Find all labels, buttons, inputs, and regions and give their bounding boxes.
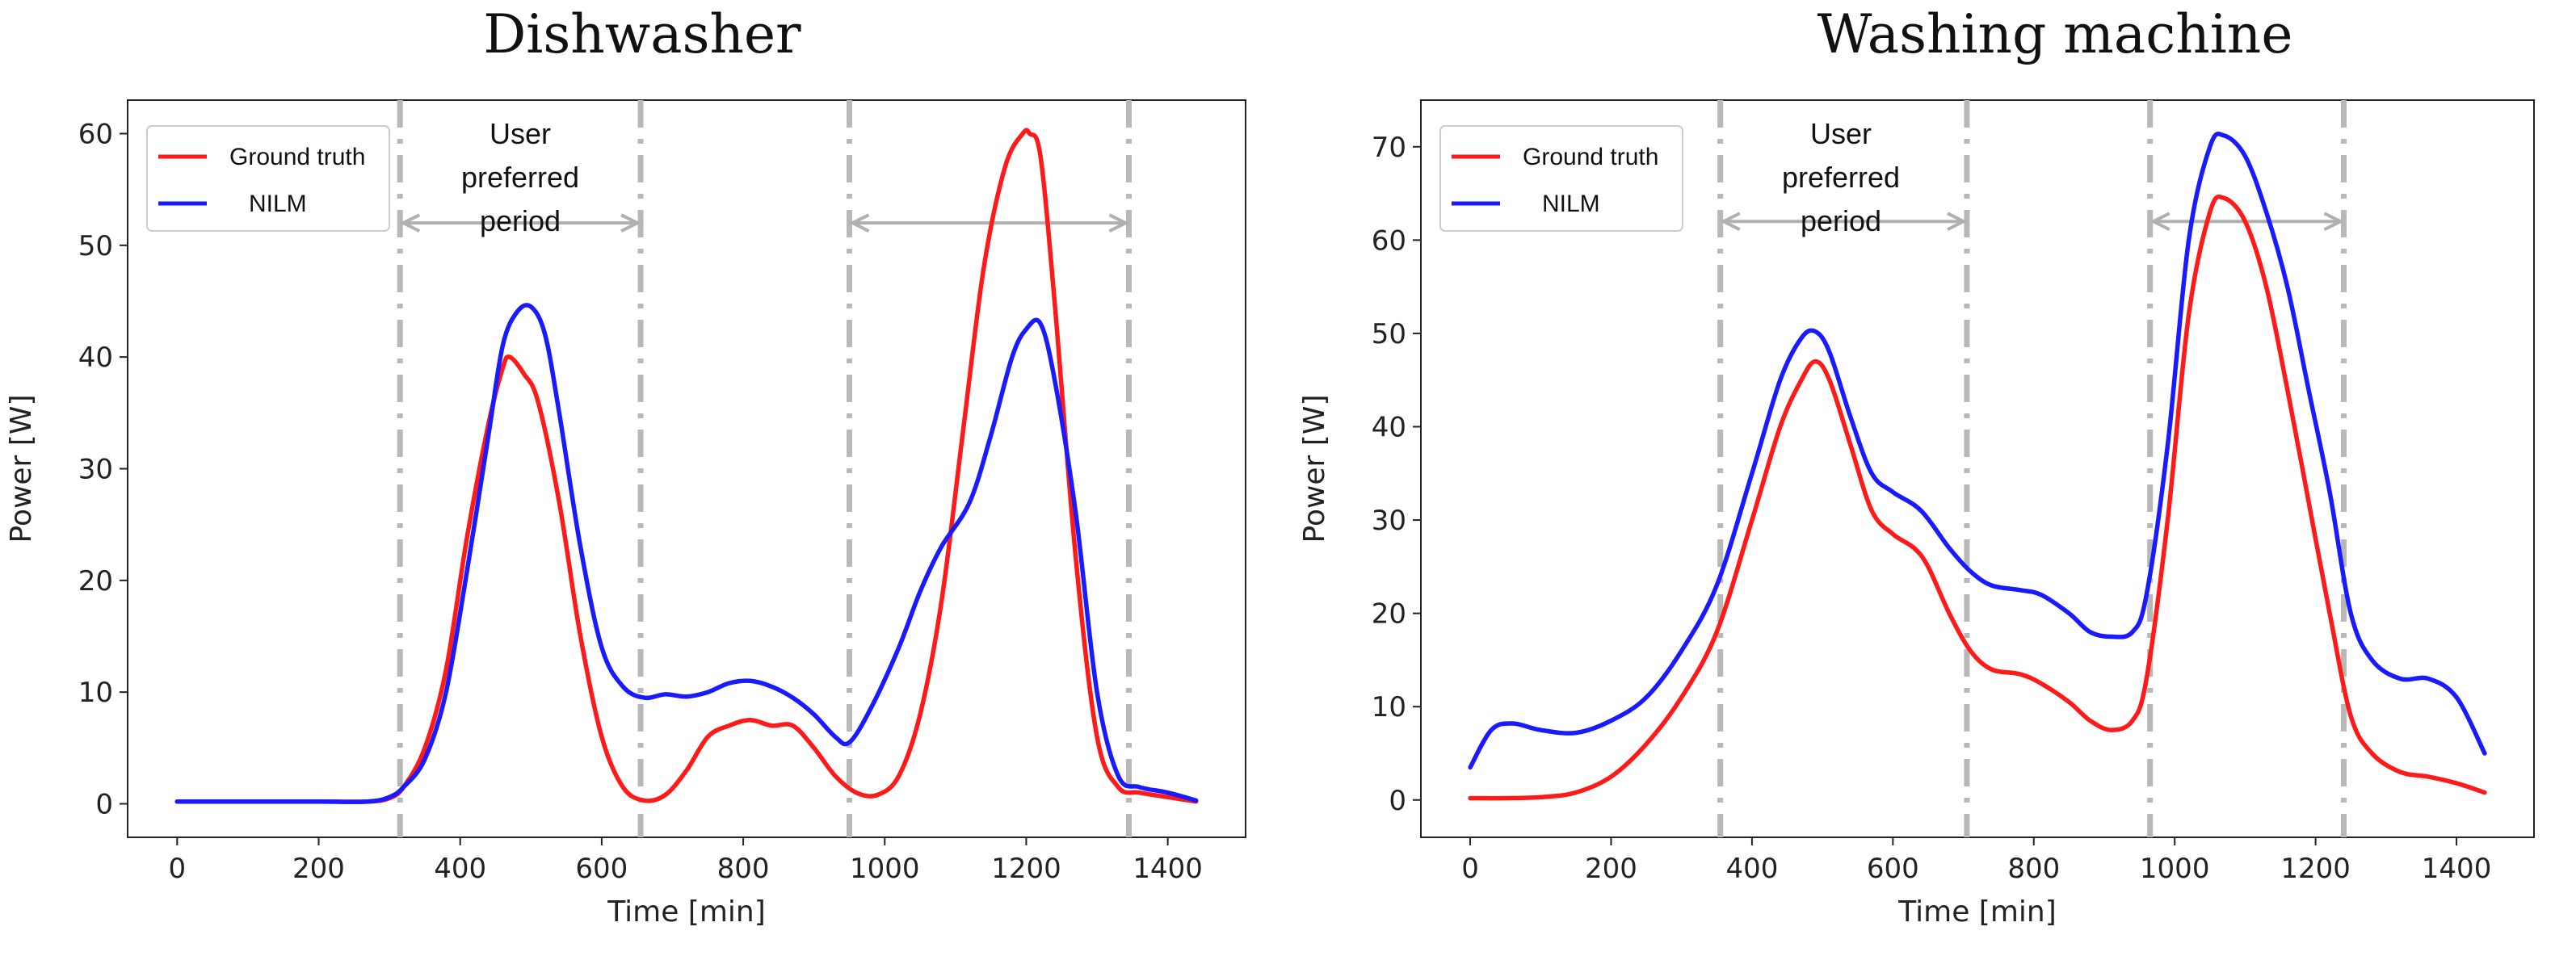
- legend-label: Ground truth: [1523, 144, 1658, 170]
- arrow-head-left: [399, 213, 421, 233]
- x-tick-label: 400: [1725, 853, 1778, 885]
- y-tick-label: 50: [1372, 318, 1406, 350]
- legend-box: [1439, 125, 1683, 232]
- arrow-head-right: [620, 213, 641, 233]
- arrow-head-right: [1108, 213, 1129, 233]
- series-line-ground-truth: [1468, 194, 2487, 801]
- x-tick-label: 600: [575, 853, 628, 885]
- y-axis-label: Power [W]: [5, 395, 38, 543]
- y-tick-label: 0: [1389, 785, 1406, 817]
- legend: Ground truth NILM: [1439, 125, 1683, 232]
- x-tick-label: 800: [717, 853, 770, 885]
- arrow-head-left: [1720, 212, 1741, 232]
- x-tick-label: 200: [292, 853, 345, 885]
- annotation-text: User: [1810, 117, 1872, 150]
- x-tick-label: 1200: [2280, 853, 2351, 885]
- chart-title: Dishwasher: [483, 3, 801, 65]
- legend-box: [146, 125, 390, 232]
- legend-label: Ground truth: [229, 144, 365, 170]
- period-arrow: [399, 213, 641, 233]
- y-tick-label: 30: [1372, 505, 1406, 537]
- y-tick-label: 30: [78, 454, 113, 486]
- arrow-head-right: [1947, 212, 1968, 232]
- y-tick-label: 40: [1372, 411, 1406, 443]
- x-tick-label: 1000: [2140, 853, 2210, 885]
- y-tick-label: 0: [95, 789, 113, 821]
- period-arrow: [1720, 212, 1968, 232]
- chart-washing-machine: Washing machine 0 200 400 600 800 1000 1200 140…: [1288, 0, 2576, 956]
- x-tick-label: 1000: [850, 853, 920, 885]
- annotation-text: period: [480, 204, 561, 237]
- chart-dishwasher: Dishwasher 0 200 400 600 800 1000 1200 1400 0 10 2…: [5, 3, 1246, 929]
- y-tick-label: 10: [1372, 691, 1406, 723]
- legend-label: NILM: [249, 191, 307, 217]
- x-tick-label: 1200: [991, 853, 1061, 885]
- x-tick-label: 1400: [1133, 853, 1203, 885]
- chart-title: Washing machine: [1817, 3, 2293, 65]
- legend-label: NILM: [1542, 191, 1600, 217]
- y-tick-label: 50: [78, 230, 113, 262]
- x-tick-label: 800: [2007, 853, 2060, 885]
- y-axis-label: Power [W]: [1298, 395, 1331, 543]
- series-line-nilm: [174, 303, 1199, 804]
- arrow-head-left: [2149, 212, 2170, 232]
- series-line-ground-truth: [174, 128, 1199, 804]
- x-tick-label: 0: [168, 853, 186, 885]
- annotation-text: User: [490, 117, 551, 150]
- arrow-head-left: [848, 213, 870, 233]
- plot-area: 0 200 400 600 800 1000 1200 1400 0 10 20 30 40 50 60 70…: [1298, 99, 2535, 929]
- x-tick-label: 200: [1585, 853, 1637, 885]
- series-line-nilm: [1468, 132, 2487, 770]
- x-tick-label: 400: [434, 853, 486, 885]
- x-axis-label: Time [min]: [1897, 895, 2057, 929]
- x-axis-label: Time [min]: [607, 895, 766, 929]
- y-tick-label: 70: [1372, 132, 1406, 164]
- y-tick-label: 60: [1372, 224, 1406, 257]
- annotation-text: period: [1801, 204, 1881, 237]
- annotation-text: preferred: [461, 161, 579, 194]
- y-tick-label: 20: [1372, 598, 1406, 631]
- arrow-head-right: [2323, 212, 2344, 232]
- plot-area: 0 200 400 600 800 1000 1200 1400 0 10 20 30 40 50 60 Ti…: [5, 99, 1246, 929]
- x-tick-label: 0: [1461, 853, 1479, 885]
- x-tick-label: 600: [1867, 853, 1919, 885]
- y-tick-label: 60: [78, 119, 113, 151]
- axes-frame: [1420, 99, 2535, 838]
- x-tick-label: 1400: [2422, 853, 2492, 885]
- y-tick-label: 10: [78, 677, 113, 709]
- legend: Ground truth NILM: [146, 125, 390, 232]
- annotation-text: preferred: [1782, 161, 1900, 194]
- period-arrow: [848, 213, 1129, 233]
- y-tick-label: 40: [78, 342, 113, 374]
- y-tick-label: 20: [78, 565, 113, 598]
